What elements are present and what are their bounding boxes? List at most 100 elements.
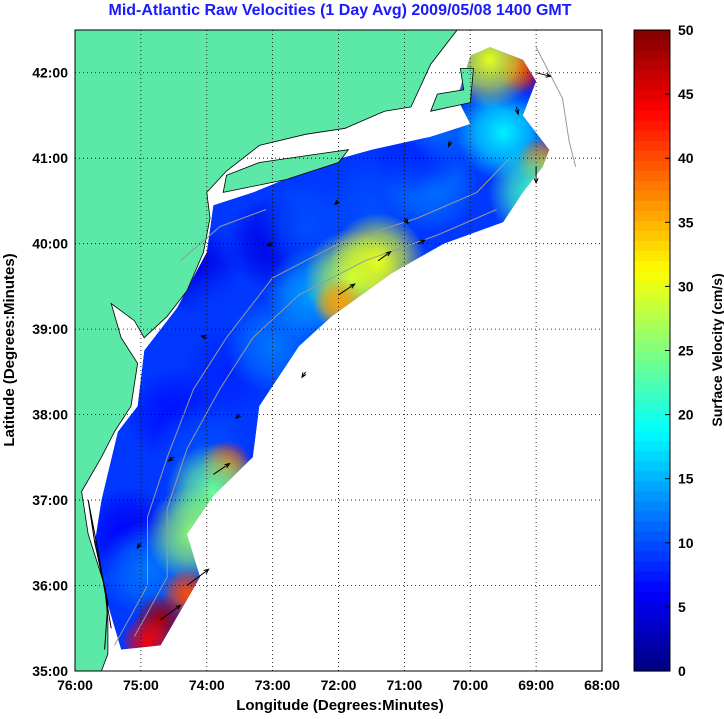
velocity-vector (535, 72, 551, 77)
colorbar-band (634, 90, 670, 101)
colorbar-ticks: 0 5 10 15 20 25 30 35 40 45 50 (665, 22, 694, 679)
x-axis-label: Longitude (Degrees:Minutes) (236, 697, 444, 714)
colorbar-band (634, 220, 670, 231)
colorbar-band (634, 240, 670, 251)
vector-head (333, 199, 340, 206)
colorbar-band (634, 340, 670, 352)
colorbar-band (634, 180, 670, 191)
colorbar-band (634, 170, 670, 181)
colorbar-band (634, 200, 670, 211)
velocity-vector (377, 251, 391, 262)
y-tick-label: 39:00 (32, 321, 68, 337)
colorbar-band (634, 480, 670, 492)
colorbar-band (634, 390, 670, 402)
x-tick-label: 75:00 (123, 677, 159, 693)
colorbar-tick-label: 5 (678, 599, 686, 615)
colorbar-band (634, 630, 670, 642)
colorbar-tick-label: 10 (678, 535, 694, 551)
vector-head (514, 109, 520, 116)
colorbar-band (634, 150, 670, 161)
colorbar-band (634, 660, 670, 672)
colorbar-band (634, 140, 670, 151)
colorbar-band (634, 370, 670, 382)
vector-head (349, 283, 356, 289)
vector-head (235, 413, 241, 420)
colorbar-band (634, 50, 670, 61)
y-tick-label: 35:00 (32, 663, 68, 679)
velocity-vector (417, 239, 426, 245)
colorbar-band (634, 500, 670, 512)
colorbar-band (634, 160, 670, 171)
vector-head (419, 239, 426, 245)
speed-region (121, 615, 174, 650)
y-axis-label: Latitude (Degrees:Minutes) (1, 253, 18, 446)
depth-contour (535, 46, 577, 167)
x-axis-ticks: 76:00 75:00 74:00 73:00 72:00 71:00 70:00 69:00… (57, 677, 620, 693)
colorbar-label: Surface Velocity (cm/s) (709, 273, 724, 426)
vector-head (447, 141, 453, 148)
colorbar-band (634, 60, 670, 71)
colorbar-tick-label: 50 (678, 22, 694, 38)
colorbar-band (634, 100, 670, 111)
colorbar-band (634, 400, 670, 412)
plot-frame (74, 29, 603, 672)
colorbar-band (634, 360, 670, 372)
colorbar-band (634, 280, 670, 292)
colorbar-tick-label: 20 (678, 407, 694, 423)
colorbar-band (634, 30, 670, 41)
plot-area (74, 29, 603, 672)
colorbar-band (634, 530, 670, 542)
y-axis-ticks: 35:00 36:00 37:00 38:00 39:00 40:00 41:00 42:00 (32, 65, 68, 679)
colorbar-band (634, 520, 670, 532)
y-tick-label: 38:00 (32, 407, 68, 423)
vector-head (175, 604, 182, 610)
colorbar-band (634, 610, 670, 622)
colorbar-band (634, 130, 670, 141)
colorbar-band (634, 450, 670, 462)
colorbar-band (634, 110, 670, 121)
colorbar-tick-label: 40 (678, 150, 694, 166)
vector-head (203, 568, 210, 574)
colorbar-band (634, 550, 670, 562)
velocity-vectors (136, 72, 552, 621)
vector-head (403, 218, 409, 225)
depth-contour (133, 209, 497, 638)
grid-lines (75, 30, 602, 671)
colorbar-band (634, 420, 670, 432)
colorbar-band (634, 580, 670, 592)
colorbar-band (634, 440, 670, 452)
colorbar-band (634, 270, 670, 281)
x-tick-label: 74:00 (189, 677, 225, 693)
colorbar-band (634, 590, 670, 602)
y-tick-label: 37:00 (32, 492, 68, 508)
x-tick-label: 76:00 (57, 677, 93, 693)
colorbar-band (634, 510, 670, 522)
colorbar-band (634, 410, 670, 422)
colorbar-tick-label: 15 (678, 471, 694, 487)
x-tick-label: 71:00 (386, 677, 422, 693)
vector-head (545, 72, 552, 78)
y-tick-label: 42:00 (32, 65, 68, 81)
colorbar-tick-label: 25 (678, 343, 694, 359)
colorbar-band (634, 120, 670, 131)
colorbar-band (634, 650, 670, 662)
colorbar: 0 5 10 15 20 25 30 35 40 45 50 (633, 22, 694, 679)
colorbar-band (634, 560, 670, 572)
velocity-vector (186, 568, 209, 586)
colorbar-band (634, 290, 670, 302)
velocity-vector (338, 283, 355, 296)
y-tick-label: 36:00 (32, 578, 68, 594)
colorbar-tick-label: 0 (678, 663, 686, 679)
colorbar-band (634, 310, 670, 322)
colorbar-band (634, 80, 670, 91)
y-tick-label: 40:00 (32, 236, 68, 252)
colorbar-band (634, 300, 670, 312)
outer-banks (87, 500, 112, 650)
y-tick-label: 41:00 (32, 150, 68, 166)
x-tick-label: 73:00 (255, 677, 291, 693)
colorbar-band (634, 430, 670, 442)
colorbar-band (634, 600, 670, 612)
colorbar-band (634, 350, 670, 362)
bathymetry-contours (114, 46, 577, 646)
vector-head (385, 251, 392, 257)
